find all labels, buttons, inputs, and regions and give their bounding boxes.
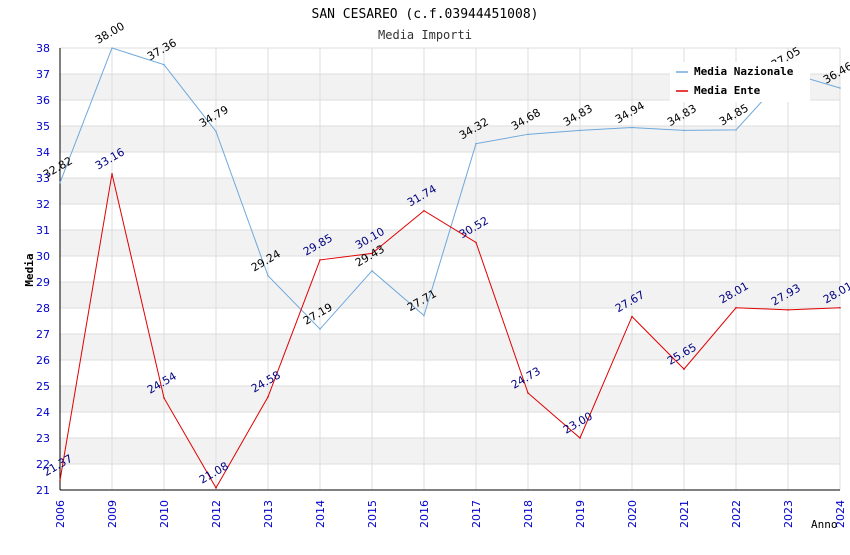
- data-point: [579, 437, 581, 439]
- data-point: [683, 368, 685, 370]
- data-point: [631, 126, 633, 129]
- data-point: [527, 392, 529, 394]
- y-tick-label: 22: [36, 458, 50, 471]
- data-point: [787, 309, 789, 311]
- data-point: [59, 479, 61, 482]
- data-point: [111, 47, 113, 49]
- x-tick-label: 2012: [210, 500, 223, 528]
- x-tick-label: 2021: [678, 500, 691, 528]
- data-label: 34.83: [665, 102, 699, 129]
- y-tick-label: 32: [36, 198, 50, 211]
- data-label: 38.00: [93, 20, 127, 47]
- y-tick-label: 30: [36, 250, 50, 263]
- legend-label-media-ente: Media Ente: [694, 84, 761, 97]
- data-point: [475, 241, 477, 244]
- y-tick-label: 23: [36, 432, 50, 445]
- x-tick-label: 2016: [418, 500, 431, 528]
- x-tick-label: 2015: [366, 500, 379, 528]
- data-point: [267, 396, 269, 398]
- x-tick-label: 2023: [782, 500, 795, 528]
- grid-band: [60, 282, 840, 308]
- data-point: [319, 328, 321, 330]
- y-tick-label: 33: [36, 172, 50, 185]
- x-tick-label: 2020: [626, 500, 639, 528]
- data-point: [371, 252, 373, 255]
- data-point: [839, 87, 841, 89]
- data-point: [735, 306, 737, 309]
- y-tick-label: 38: [36, 42, 50, 55]
- data-label: 21.37: [41, 452, 75, 479]
- data-point: [683, 129, 685, 132]
- y-tick-labels: 21 22 23 24 25 26 27 28 29 30 31 32 33 34 35 36 37 38: [36, 42, 50, 497]
- y-tick-label: 28: [36, 302, 50, 315]
- data-point: [735, 129, 737, 131]
- chart-subtitle: Media Importi: [378, 28, 472, 42]
- data-point: [59, 181, 61, 184]
- data-point: [527, 133, 529, 136]
- data-point: [267, 274, 269, 277]
- legend: Media Nazionale Media Ente: [670, 62, 810, 102]
- data-point: [839, 306, 841, 309]
- data-label: 34.85: [717, 101, 751, 128]
- x-axis-label: Anno: [811, 518, 838, 531]
- grid-band: [60, 178, 840, 204]
- grid-band: [60, 386, 840, 412]
- y-tick-label: 27: [36, 328, 50, 341]
- legend-box: [670, 62, 810, 102]
- data-point: [319, 259, 321, 261]
- y-tick-label: 31: [36, 224, 50, 237]
- chart-title: SAN CESAREO (c.f.03944451008): [312, 7, 539, 22]
- grid-band: [60, 230, 840, 256]
- data-point: [215, 487, 217, 489]
- data-label: 37.36: [145, 36, 179, 63]
- data-point: [631, 315, 633, 318]
- grid-bands: [60, 74, 840, 464]
- y-tick-label: 37: [36, 68, 50, 81]
- data-point: [579, 129, 581, 132]
- x-tick-label: 2010: [158, 500, 171, 528]
- y-tick-label: 36: [36, 94, 50, 107]
- y-axis-label: Media: [23, 253, 36, 286]
- x-tick-labels: 2006 2009 2010 2012 2013 2014 2015 2016 2017 2018…: [54, 500, 847, 528]
- y-tick-label: 24: [36, 406, 50, 419]
- x-tick-label: 2006: [54, 500, 67, 528]
- grid-band: [60, 334, 840, 360]
- data-label: 34.94: [613, 99, 647, 126]
- x-tick-label: 2009: [106, 500, 119, 528]
- y-tick-label: 21: [36, 484, 50, 497]
- legend-label-media-nazionale: Media Nazionale: [694, 65, 794, 78]
- y-tick-label: 29: [36, 276, 50, 289]
- data-point: [423, 314, 425, 317]
- x-tick-label: 2019: [574, 500, 587, 528]
- x-tick-label: 2013: [262, 500, 275, 528]
- x-tick-label: 2022: [730, 500, 743, 528]
- y-tick-label: 26: [36, 354, 50, 367]
- data-label: 34.83: [561, 102, 595, 129]
- gridlines: [59, 47, 841, 491]
- data-point: [111, 173, 113, 175]
- series-line-media-nazionale: [59, 47, 841, 330]
- grid-band: [60, 438, 840, 464]
- data-point: [163, 397, 165, 399]
- x-tick-label: 2014: [314, 500, 327, 528]
- series-line-media-ente: [59, 173, 841, 489]
- x-tick-label: 2018: [522, 500, 535, 528]
- data-label: 23.00: [561, 410, 595, 437]
- data-point: [215, 130, 217, 133]
- x-tick-label: 2024: [834, 500, 847, 528]
- y-tick-label: 34: [36, 146, 50, 159]
- data-point: [371, 270, 373, 272]
- data-point: [423, 209, 425, 212]
- x-tick-label: 2017: [470, 500, 483, 528]
- data-point: [163, 63, 165, 66]
- y-tick-label: 25: [36, 380, 50, 393]
- data-point: [475, 142, 477, 145]
- y-tick-label: 35: [36, 120, 50, 133]
